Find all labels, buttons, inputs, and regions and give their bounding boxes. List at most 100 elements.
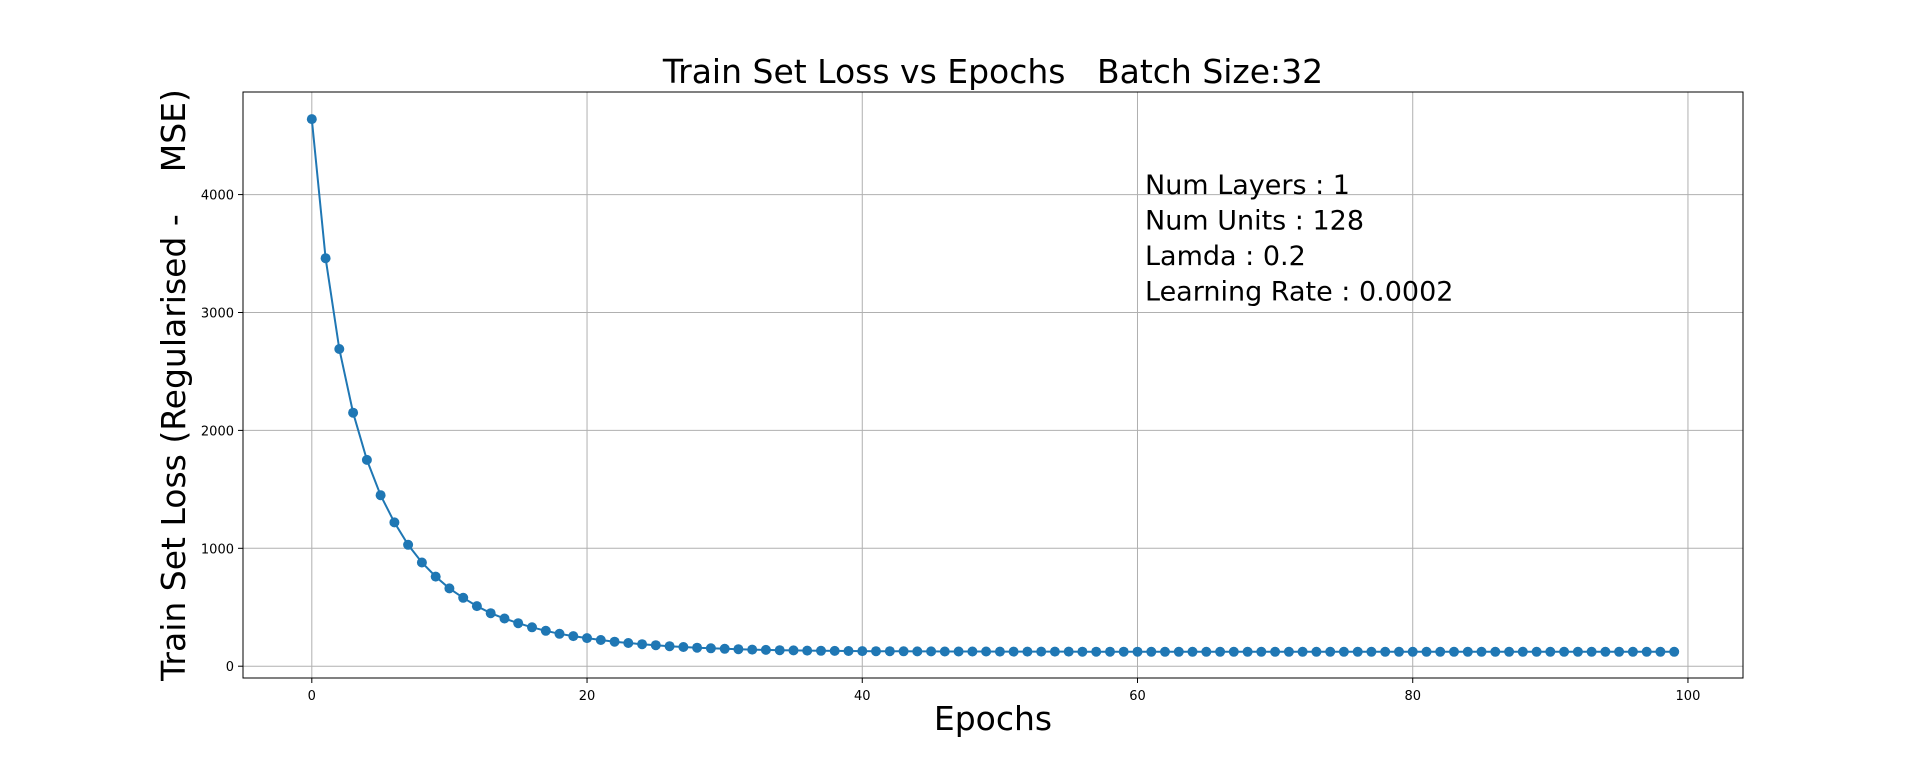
x-tick-label: 100 [1676,689,1701,704]
annotation-lamda: Lamda : 0.2 [1145,241,1306,272]
data-point [664,641,675,652]
x-tick-label: 80 [1404,689,1421,704]
data-point [926,646,937,657]
annotation-num-units: Num Units : 128 [1145,206,1364,237]
data-point [361,454,372,465]
data-point [871,646,881,657]
data-point [705,643,716,654]
chart-title: Train Set Loss vs Epochs Batch Size:32 [662,52,1323,91]
data-point [1476,646,1487,657]
data-point [1380,646,1391,657]
data-point [1022,646,1033,657]
data-point [458,592,469,603]
hyperparameter-annotations: Num Layers : 1 Num Units : 128 Lamda : 0… [1145,170,1453,308]
data-point [884,646,895,657]
data-point [513,618,524,629]
data-point [623,638,634,648]
data-point [816,645,826,656]
data-point [1586,646,1597,657]
annotation-num-layers: Num Layers : 1 [1145,170,1350,201]
data-point [540,625,551,636]
data-point [1173,646,1184,657]
data-point [1655,646,1666,657]
data-point [1283,646,1294,657]
data-point [403,539,414,550]
annotation-learning-rate: Learning Rate : 0.0002 [1145,277,1453,308]
data-point [1504,646,1515,657]
data-point [1338,646,1349,657]
y-tick-label: 1000 [201,542,234,557]
data-point [1531,646,1542,657]
x-axis-title: Epochs [934,699,1052,738]
data-point [1669,646,1680,657]
data-point [1132,646,1143,657]
data-point [1627,646,1638,657]
data-point [1614,646,1625,657]
data-point [719,643,730,654]
data-point [898,646,909,657]
data-point [1187,646,1198,657]
data-point [1105,646,1115,657]
data-point [485,608,496,619]
data-point [1559,646,1570,657]
data-point [637,639,648,650]
x-tick-label: 40 [854,689,871,704]
data-point [554,628,565,639]
data-point [320,253,331,264]
data-point [1407,646,1418,657]
data-point [760,644,771,655]
data-point [1077,646,1088,657]
data-point [1600,646,1611,657]
data-point [1641,646,1652,657]
data-point [389,517,400,528]
data-point [1421,646,1432,657]
data-point [430,571,441,582]
data-point [1242,646,1253,657]
x-tick-label: 20 [579,689,596,704]
data-point [334,344,345,354]
data-point [1325,646,1336,657]
data-point [1311,646,1322,657]
data-point [747,644,758,655]
data-point [499,613,510,624]
data-point [1366,646,1377,657]
data-point [1517,646,1528,657]
data-point [1215,646,1226,657]
data-point [1036,646,1047,657]
data-point [1435,646,1446,657]
data-point [609,636,620,647]
data-point [981,646,992,657]
y-tick-label: 3000 [201,306,234,321]
data-point [1490,646,1501,657]
data-point [1572,646,1583,657]
data-point [348,407,359,418]
data-point [1091,646,1102,657]
series-line [310,119,1675,653]
y-axis-title: Train Set Loss (Regularised - MSE) [154,89,193,682]
data-point [1049,646,1060,657]
data-point [1118,646,1129,657]
data-point [953,646,964,657]
y-tick-label: 4000 [201,189,234,204]
data-point [802,645,813,656]
data-point [1352,646,1363,657]
data-point [582,633,592,644]
data-point [692,642,703,653]
data-point [471,601,482,612]
data-point [1449,646,1459,657]
data-point [306,114,317,125]
data-point [1008,646,1019,657]
data-point [444,583,455,594]
data-point [857,646,868,657]
data-point [1462,646,1473,657]
data-point [843,646,854,656]
y-tick-label: 0 [226,660,234,675]
data-point [994,646,1005,657]
plot-frame [242,91,1744,679]
data-point [829,645,840,656]
data-point [912,646,923,657]
data-point [1394,646,1404,657]
data-point [1228,646,1239,657]
data-point [1297,646,1308,657]
